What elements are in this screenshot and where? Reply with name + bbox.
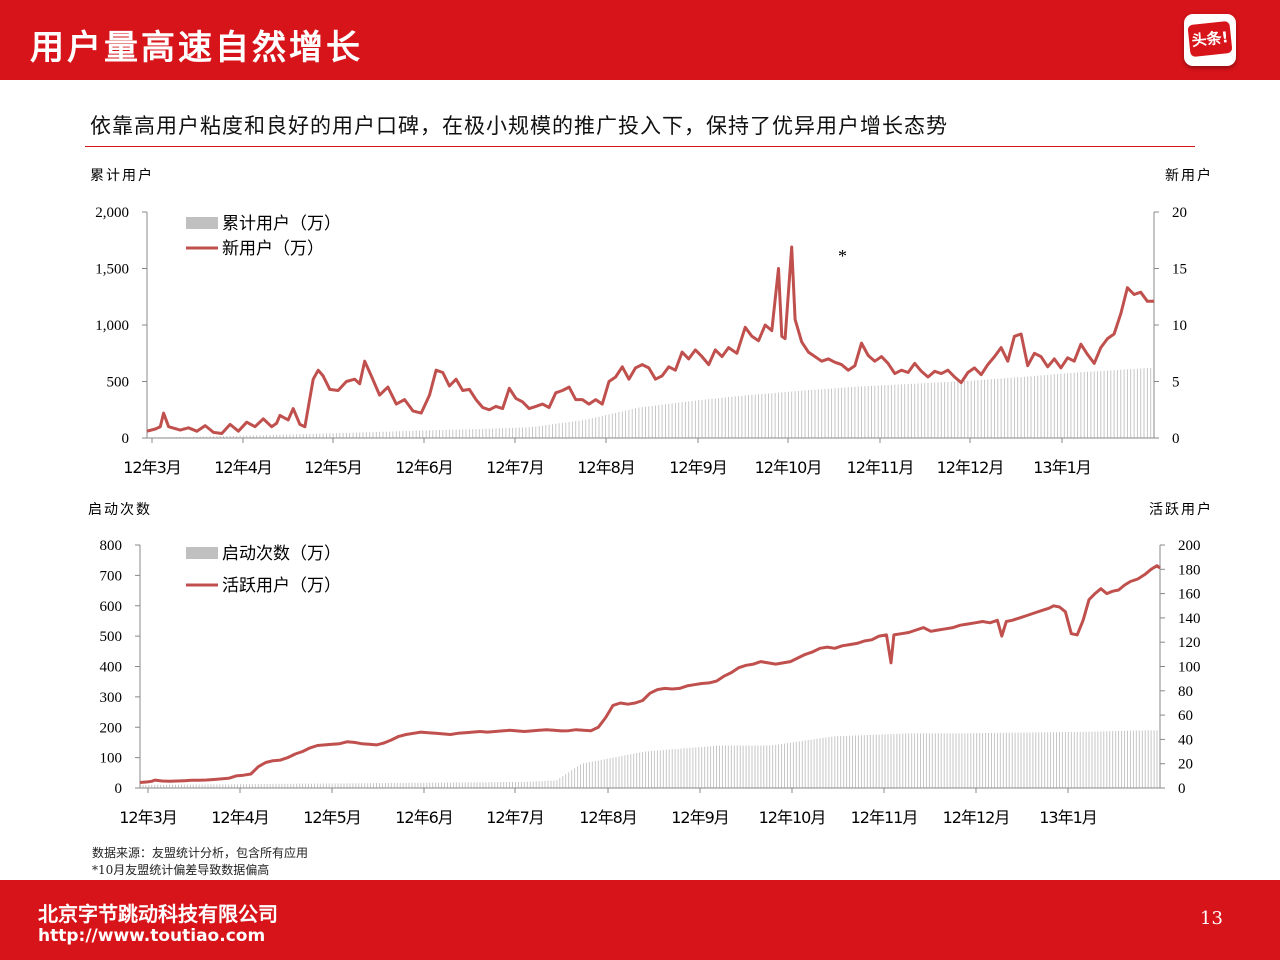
- footnote-note: *10月友盟统计偏差导致数据偏高: [92, 863, 270, 877]
- legend-label-line: 活跃用户（万）: [222, 576, 341, 596]
- x-tick-label: 12年9月: [671, 808, 729, 827]
- left-tick-label: 0: [115, 781, 123, 797]
- x-tick-label: 12年10月: [755, 458, 822, 477]
- right-tick-label: 0: [1178, 781, 1186, 797]
- legend-label-bars: 累计用户（万）: [222, 214, 341, 234]
- left-tick-label: 400: [100, 660, 123, 676]
- legend-label-bars: 启动次数（万）: [222, 544, 341, 564]
- slide-subtitle: 依靠高用户粘度和良好的用户口碑，在极小规模的推广投入下，保持了优异用户增长态势: [90, 114, 948, 138]
- subtitle-divider: [85, 146, 1195, 147]
- right-tick-label: 5: [1172, 375, 1180, 391]
- chart-1: 累计用户 新用户 2,000 1,500 1,000 500 0 20 15 10 5 0 12年3月 1…: [90, 167, 1213, 477]
- x-tick-label: 12年3月: [119, 808, 177, 827]
- left-tick-label: 2,000: [95, 205, 129, 221]
- x-tick-label: 12年7月: [486, 458, 544, 477]
- left-tick-label: 1,000: [95, 318, 129, 334]
- right-tick-label: 15: [1172, 262, 1187, 278]
- x-tick-label: 13年1月: [1039, 808, 1097, 827]
- left-tick-label: 600: [100, 599, 123, 615]
- chart-2: 启动次数 活跃用户80070060050040030020010002001801…: [88, 501, 1213, 827]
- right-axis-title: 活跃用户: [1149, 501, 1213, 518]
- x-tick-label: 12年9月: [669, 458, 727, 477]
- left-tick-label: 300: [100, 690, 123, 706]
- legend-label-line: 新用户（万）: [222, 239, 324, 259]
- left-tick-label: 0: [122, 431, 130, 447]
- x-tick-label: 12年5月: [304, 458, 362, 477]
- x-tick-label: 12年3月: [123, 458, 181, 477]
- footnote-source: 数据来源：友盟统计分析，包含所有应用: [92, 846, 309, 860]
- legend-swatch-bars: [186, 217, 218, 229]
- right-tick-label: 120: [1178, 635, 1201, 651]
- website-url: http://www.toutiao.com: [38, 926, 266, 946]
- legend: 启动次数（万） 活跃用户（万）: [186, 544, 341, 596]
- x-tick-label: 12年10月: [759, 808, 826, 827]
- left-axis-title: 累计用户: [90, 167, 154, 184]
- legend-swatch-bars: [186, 547, 218, 559]
- left-tick-label: 800: [100, 538, 123, 554]
- left-tick-label: 700: [100, 568, 123, 584]
- footer-band: [0, 880, 1280, 960]
- x-tick-label: 13年1月: [1033, 458, 1091, 477]
- right-tick-label: 180: [1178, 562, 1201, 578]
- right-tick-label: 20: [1172, 205, 1187, 221]
- right-tick-label: 140: [1178, 611, 1201, 627]
- right-axis-title: 新用户: [1165, 167, 1213, 184]
- x-tick-label: 12年6月: [395, 458, 453, 477]
- x-tick-label: 12年11月: [847, 458, 914, 477]
- x-tick-label: 12年8月: [577, 458, 635, 477]
- left-tick-label: 500: [100, 629, 123, 645]
- right-tick-label: 160: [1178, 587, 1201, 603]
- x-tick-label: 12年12月: [937, 458, 1004, 477]
- x-tick-label: 12年7月: [486, 808, 544, 827]
- x-tick-label: 12年8月: [579, 808, 637, 827]
- header-band: [0, 0, 1280, 80]
- page-number: 13: [1200, 908, 1223, 929]
- left-tick-label: 1,500: [95, 262, 129, 278]
- right-tick-label: 80: [1178, 684, 1193, 700]
- bar-series: [139, 730, 1161, 788]
- x-tick-label: 12年4月: [214, 458, 272, 477]
- x-tick-label: 12年4月: [211, 808, 269, 827]
- bar-series: [146, 367, 1155, 438]
- x-tick-label: 12年11月: [851, 808, 918, 827]
- right-tick-label: 20: [1178, 757, 1193, 773]
- line-series: [146, 245, 1154, 435]
- left-tick-label: 200: [100, 720, 123, 736]
- x-tick-label: 12年5月: [303, 808, 361, 827]
- x-tick-label: 12年6月: [395, 808, 453, 827]
- company-name: 北京字节跳动科技有限公司: [38, 902, 278, 926]
- x-tick-label: 12年12月: [943, 808, 1010, 827]
- right-tick-label: 100: [1178, 660, 1201, 676]
- left-tick-label: 500: [107, 375, 130, 391]
- left-tick-label: 100: [100, 751, 123, 767]
- spike-annotation: *: [838, 246, 847, 266]
- line-series: [139, 564, 1161, 784]
- right-tick-label: 10: [1172, 318, 1187, 334]
- right-tick-label: 200: [1178, 538, 1201, 554]
- left-axis-title: 启动次数: [88, 502, 152, 518]
- right-tick-label: 60: [1178, 708, 1193, 724]
- toutiao-logo: 头条!: [1184, 14, 1236, 66]
- charts-canvas: 累计用户 新用户 2,000 1,500 1,000 500 0 20 15 10 5 0 12年3月 1…: [88, 167, 1213, 827]
- legend: 累计用户（万） 新用户（万）: [186, 214, 341, 259]
- right-tick-label: 40: [1178, 732, 1193, 748]
- slide-title: 用户量高速自然增长: [30, 28, 363, 68]
- right-tick-label: 0: [1172, 431, 1180, 447]
